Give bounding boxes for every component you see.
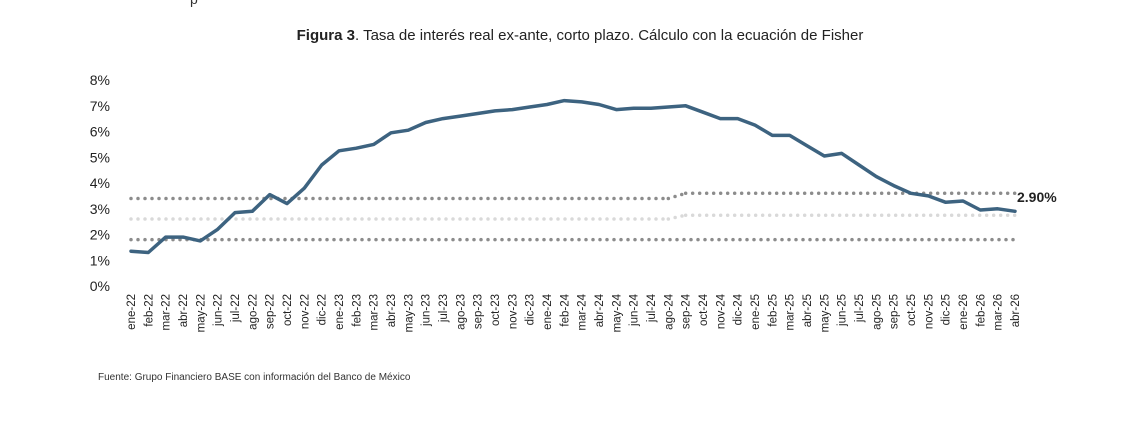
x-tick-label: nov-23 <box>507 294 519 329</box>
x-tick-label: ene-22 <box>126 294 138 330</box>
reference-line <box>129 213 1017 221</box>
y-tick-label: 5% <box>90 149 110 165</box>
y-axis-ticks: 0% 1% 2% 3% 4% 5% 6% 7% 8% <box>90 72 110 294</box>
reference-lines <box>129 191 1017 242</box>
chart-title-bold: Figura 3 <box>296 27 355 44</box>
y-tick-label: 2% <box>90 227 110 243</box>
x-tick-label: feb-26 <box>975 294 987 327</box>
chart-title: Figura 3. Tasa de interés real ex-ante, … <box>0 27 1132 44</box>
source-note: Fuente: Grupo Financiero BASE con inform… <box>98 372 411 383</box>
x-tick-label: nov-22 <box>299 294 311 329</box>
reference-line-step <box>666 191 688 201</box>
x-tick-label: mar-25 <box>785 294 797 330</box>
x-tick-label: ene-26 <box>958 294 970 330</box>
reference-line-step <box>666 213 688 221</box>
x-tick-label: abr-24 <box>594 293 606 327</box>
x-tick-label: jun-23 <box>421 294 433 327</box>
x-tick-label: jul-22 <box>230 294 242 323</box>
reference-line <box>129 191 1017 201</box>
x-tick-label: dic-22 <box>317 294 329 325</box>
x-tick-label: nov-25 <box>923 294 935 329</box>
x-tick-label: dic-25 <box>941 294 953 325</box>
x-tick-label: may-22 <box>195 294 207 332</box>
x-tick-label: sep-23 <box>473 294 485 329</box>
y-tick-label: 3% <box>90 201 110 217</box>
x-tick-label: abr-22 <box>178 294 190 327</box>
x-tick-label: oct-23 <box>490 294 502 326</box>
x-tick-label: dic-24 <box>733 293 745 325</box>
x-tick-label: ago-22 <box>247 294 259 330</box>
x-tick-label: jul-23 <box>438 294 450 323</box>
x-tick-label: mar-23 <box>369 294 381 330</box>
x-tick-label: may-25 <box>819 294 831 332</box>
x-tick-label: may-23 <box>403 294 415 332</box>
x-tick-label: jul-25 <box>854 294 866 323</box>
x-tick-label: oct-24 <box>698 293 710 326</box>
top-text-fragment: p <box>190 0 198 7</box>
x-tick-label: feb-22 <box>143 294 155 327</box>
y-tick-label: 8% <box>90 72 110 88</box>
x-tick-label: jul-24 <box>646 293 658 323</box>
x-tick-label: sep-25 <box>889 294 901 329</box>
x-tick-label: jun-22 <box>213 294 225 327</box>
x-tick-label: feb-24 <box>559 293 571 326</box>
x-tick-label: oct-22 <box>282 294 294 326</box>
x-tick-label: nov-24 <box>715 293 727 329</box>
chart-title-rest: . Tasa de interés real ex-ante, corto pl… <box>355 27 864 44</box>
y-tick-label: 1% <box>90 252 110 268</box>
x-axis-ticks: ene-22 feb-22 mar-22 abr-22 may-22 jun-22 jul-… <box>126 293 1022 332</box>
y-tick-label: 7% <box>90 98 110 114</box>
x-tick-label: jun-25 <box>837 294 849 327</box>
x-tick-label: dic-23 <box>525 294 537 325</box>
x-tick-label: feb-25 <box>767 294 779 327</box>
y-tick-label: 0% <box>90 278 110 294</box>
y-tick-label: 6% <box>90 124 110 140</box>
x-tick-label: ene-23 <box>334 294 346 330</box>
x-tick-label: jun-24 <box>629 293 641 327</box>
x-tick-label: abr-26 <box>1010 294 1022 327</box>
x-tick-label: sep-22 <box>265 294 277 329</box>
series-line <box>129 98 1017 255</box>
x-tick-label: mar-22 <box>161 294 173 330</box>
annotations: 2.90% <box>1017 189 1057 205</box>
series-layer <box>129 98 1017 255</box>
x-tick-label: ago-25 <box>871 294 883 330</box>
x-tick-label: oct-25 <box>906 294 918 326</box>
x-tick-label: ago-23 <box>455 294 467 330</box>
x-tick-label: mar-24 <box>577 293 589 330</box>
y-tick-label: 4% <box>90 175 110 191</box>
last-value-label: 2.90% <box>1017 189 1057 205</box>
x-tick-label: may-24 <box>611 293 623 332</box>
x-tick-label: sep-24 <box>681 293 693 329</box>
x-tick-label: mar-26 <box>993 294 1005 330</box>
x-tick-label: ago-24 <box>663 293 675 329</box>
x-tick-label: abr-23 <box>386 294 398 327</box>
x-tick-label: ene-25 <box>750 294 762 330</box>
x-tick-label: ene-24 <box>542 293 554 329</box>
x-tick-label: feb-23 <box>351 294 363 327</box>
x-tick-label: abr-25 <box>802 294 814 327</box>
